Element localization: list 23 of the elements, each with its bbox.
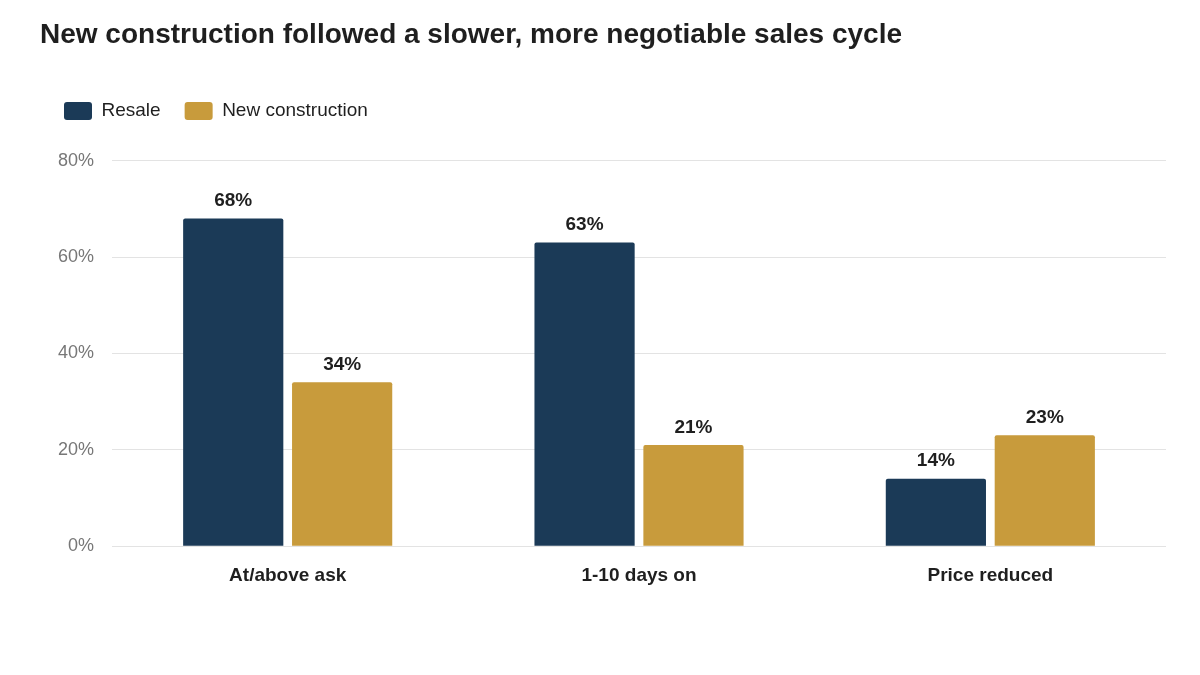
bar: [994, 435, 1095, 546]
data-label: 68%: [214, 189, 253, 211]
legend-label: Resale: [101, 99, 161, 121]
y-tick-label: 40%: [58, 342, 95, 363]
bar: [183, 218, 284, 546]
x-tick-label: 1-10 days on: [581, 563, 697, 585]
x-tick-label: Price reduced: [927, 563, 1054, 585]
bar: [534, 242, 635, 546]
data-label: 63%: [565, 213, 604, 235]
data-label: 23%: [1025, 406, 1064, 428]
y-tick-label: 0%: [68, 535, 95, 556]
x-tick-label: At/above ask: [229, 563, 347, 585]
legend-label: New construction: [222, 99, 368, 121]
data-label: 14%: [916, 449, 955, 471]
bar: [292, 382, 393, 546]
y-tick-label: 20%: [58, 438, 95, 459]
data-label: 34%: [323, 353, 362, 375]
y-tick-label: 60%: [58, 245, 95, 266]
chart-title: New construction followed a slower, more negotiable sales cycle: [40, 17, 903, 49]
bar: [643, 444, 744, 546]
bar: [885, 478, 986, 546]
data-label: 21%: [674, 415, 713, 437]
y-tick-label: 80%: [58, 149, 95, 170]
